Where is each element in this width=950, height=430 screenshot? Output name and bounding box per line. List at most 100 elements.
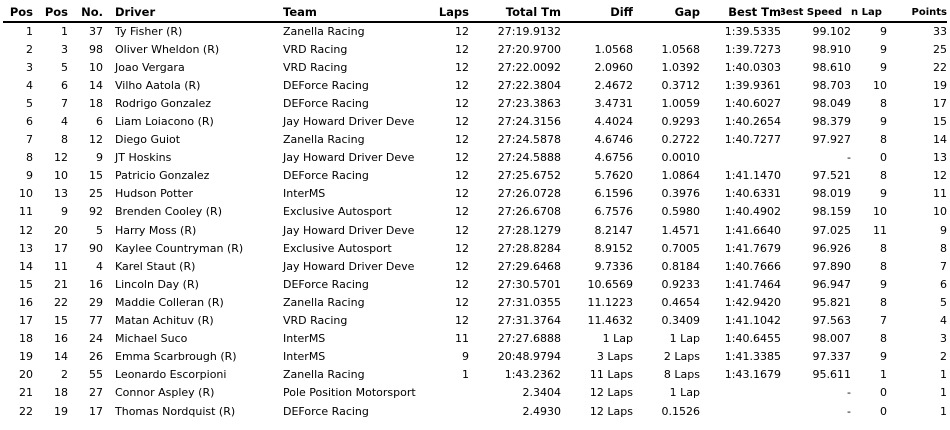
cell-best-speed: 98.379 (812, 115, 852, 129)
cell-driver: Ty Fisher (R) (115, 25, 183, 39)
table-row: 12 20 5 Harry Moss (R) Jay Howard Driver… (3, 221, 947, 239)
cell-total-tm: 20:48.9794 (497, 350, 561, 364)
cell-best-tm (700, 384, 781, 402)
cell-best-speed: 98.019 (812, 187, 852, 201)
cell-points: 13 (933, 151, 947, 165)
cell-best-speed: 97.025 (812, 223, 852, 237)
cell-best-tm (700, 149, 781, 167)
cell-laps: 9 (462, 350, 469, 364)
table-row: 6 4 6 Liam Loiacono (R) Jay Howard Drive… (3, 112, 947, 130)
cell-gap (633, 22, 700, 40)
cell-points: 25 (933, 42, 947, 56)
cell-pos: 14 (19, 259, 33, 273)
cell-diff: 4.6746 (594, 133, 634, 147)
cell-best-lap: 9 (880, 277, 887, 291)
cell-best-tm: 1:41.1470 (724, 169, 781, 183)
cell-pos: 22 (19, 404, 33, 418)
cell-pos: 10 (19, 187, 33, 201)
cell-gap: 0.8184 (661, 259, 701, 273)
cell-gap: 0.3712 (661, 78, 701, 92)
cell-diff: 12 Laps (589, 386, 633, 400)
cell-driver: Patricio Gonzalez (115, 169, 210, 183)
cell-total-tm: 27:19.9132 (497, 25, 561, 39)
cell-laps (433, 402, 469, 420)
cell-diff: 6.7576 (594, 205, 634, 219)
cell-pos: 18 (19, 332, 33, 346)
cell-diff: 11.1223 (587, 295, 634, 309)
cell-no: 37 (89, 25, 103, 39)
cell-gap: 0.4654 (661, 295, 701, 309)
cell-points: 2 (940, 350, 947, 364)
cell-best-tm: 1:40.4902 (724, 205, 781, 219)
cell-diff: 11 Laps (589, 368, 633, 382)
cell-driver: Brenden Cooley (R) (115, 205, 222, 219)
cell-best-tm: 1:39.7273 (724, 42, 781, 56)
col-header-best-tm: Best Tm (700, 3, 781, 23)
cell-driver: Matan Achituv (R) (115, 314, 214, 328)
cell-points: 15 (933, 115, 947, 129)
cell-driver: Liam Loiacono (R) (115, 115, 214, 129)
cell-driver: Joao Vergara (115, 60, 185, 74)
cell-best-lap: 7 (880, 314, 887, 328)
cell-total-tm: 27:31.0355 (497, 295, 561, 309)
cell-gap: 2 Laps (663, 350, 700, 364)
cell-team: Zanella Racing (283, 368, 365, 382)
cell-best-tm: 1:41.3385 (724, 350, 781, 364)
table-row: 4 6 14 Vilho Aatola (R) DEForce Racing 1… (3, 76, 947, 94)
cell-total-tm: 27:30.5701 (497, 277, 561, 291)
cell-laps: 12 (455, 78, 469, 92)
cell-best-tm: 1:41.6640 (724, 223, 781, 237)
cell-no: 27 (89, 386, 103, 400)
cell-pos: 6 (26, 115, 33, 129)
cell-pos-start: 6 (61, 78, 68, 92)
cell-best-speed: 97.563 (812, 314, 852, 328)
cell-best-tm: 1:40.7277 (724, 133, 781, 147)
cell-best-tm: 1:40.6331 (724, 187, 781, 201)
cell-gap: 8 Laps (663, 368, 700, 382)
cell-team: DEForce Racing (283, 277, 369, 291)
cell-diff: 9.7336 (594, 259, 634, 273)
cell-best-lap: 0 (880, 404, 887, 418)
cell-laps: 12 (455, 25, 469, 39)
cell-driver: Michael Suco (115, 332, 188, 346)
col-header-diff: Diff (561, 3, 633, 23)
cell-points: 7 (940, 259, 947, 273)
cell-points: 1 (940, 368, 947, 382)
table-row: 7 8 12 Diego Guiot Zanella Racing 12 27:… (3, 131, 947, 149)
cell-best-tm: 1:40.7666 (724, 259, 781, 273)
col-header-pos: Pos (3, 3, 33, 23)
cell-total-tm: 1:43.2362 (504, 368, 561, 382)
cell-no: 15 (89, 169, 103, 183)
cell-pos-start: 17 (54, 241, 68, 255)
cell-pos-start: 14 (54, 350, 68, 364)
cell-pos: 8 (26, 151, 33, 165)
cell-diff: 2.4672 (594, 78, 634, 92)
cell-pos-start: 21 (54, 277, 68, 291)
cell-pos: 2 (26, 42, 33, 56)
cell-driver: Maddie Colleran (R) (115, 295, 224, 309)
cell-best-speed: 97.927 (812, 133, 852, 147)
cell-best-tm: 1:43.1679 (724, 368, 781, 382)
cell-gap: 0.7005 (661, 241, 701, 255)
cell-best-lap: 0 (880, 386, 887, 400)
cell-team: InterMS (283, 350, 326, 364)
cell-gap: 0.5980 (661, 205, 701, 219)
cell-pos: 20 (19, 368, 33, 382)
col-header-pos-start: Pos (33, 3, 68, 23)
cell-best-speed: 98.910 (812, 42, 852, 56)
cell-diff: 8.9152 (594, 241, 634, 255)
cell-best-speed: - (847, 151, 851, 165)
cell-pos: 1 (26, 25, 33, 39)
col-header-laps: Laps (433, 3, 469, 23)
cell-team: Jay Howard Driver Deve (283, 151, 415, 165)
cell-best-speed: 99.102 (812, 25, 852, 39)
cell-no: 10 (89, 60, 103, 74)
cell-laps: 12 (455, 60, 469, 74)
cell-no: 98 (89, 42, 103, 56)
table-row: 5 7 18 Rodrigo Gonzalez DEForce Racing 1… (3, 94, 947, 112)
cell-points: 4 (940, 314, 947, 328)
cell-diff: 4.4024 (594, 115, 634, 129)
cell-best-lap: 9 (880, 60, 887, 74)
table-row: 20 2 55 Leonardo Escorpioni Zanella Raci… (3, 366, 947, 384)
cell-pos-start: 18 (54, 386, 68, 400)
